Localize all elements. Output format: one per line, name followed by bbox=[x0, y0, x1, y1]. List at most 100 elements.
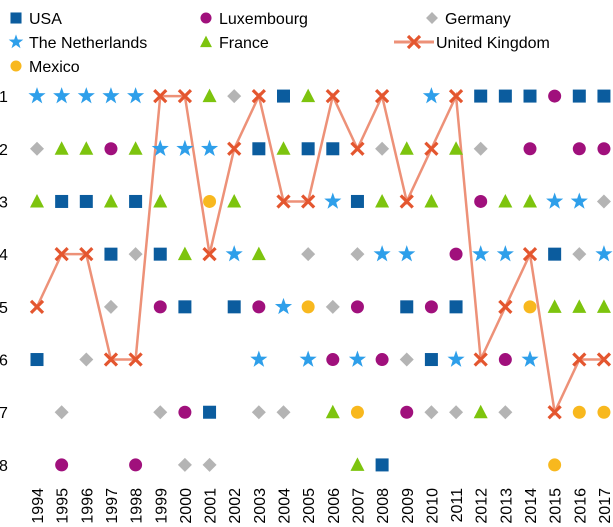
marker-square bbox=[104, 247, 118, 261]
x-tick-label: 1999 bbox=[153, 488, 170, 524]
marker-circle bbox=[572, 142, 586, 156]
legend-marker bbox=[8, 34, 24, 49]
x-tick-label: 2013 bbox=[498, 488, 515, 524]
marker-triangle bbox=[350, 457, 365, 471]
marker-diamond bbox=[30, 141, 44, 156]
x-tick-label: 2009 bbox=[400, 488, 417, 524]
marker-star bbox=[373, 245, 391, 262]
y-tick-label: 7 bbox=[0, 405, 8, 422]
marker-circle bbox=[597, 142, 611, 156]
legend-marker bbox=[200, 12, 212, 24]
marker-star bbox=[348, 350, 367, 367]
marker-triangle bbox=[301, 88, 316, 103]
marker-x bbox=[399, 194, 414, 209]
marker-star bbox=[28, 87, 46, 104]
marker-star bbox=[496, 245, 514, 262]
x-tick-label: 2011 bbox=[449, 488, 466, 523]
marker-star bbox=[127, 87, 145, 104]
marker-x bbox=[251, 88, 266, 104]
marker-square bbox=[474, 89, 488, 103]
marker-circle bbox=[523, 142, 537, 156]
marker-square bbox=[523, 89, 537, 103]
marker-square bbox=[301, 142, 315, 156]
legend-label: Mexico bbox=[29, 59, 80, 76]
marker-circle bbox=[350, 300, 364, 314]
marker-x bbox=[547, 405, 562, 420]
marker-diamond bbox=[473, 141, 488, 156]
x-tick-label: 2004 bbox=[277, 488, 294, 524]
legend-marker bbox=[200, 35, 212, 48]
x-tick-label: 2003 bbox=[252, 488, 269, 524]
marker-x bbox=[202, 247, 217, 262]
marker-triangle bbox=[276, 141, 291, 155]
marker-square bbox=[375, 458, 389, 472]
marker-star bbox=[102, 87, 120, 104]
marker-diamond bbox=[301, 247, 316, 262]
marker-triangle bbox=[54, 141, 69, 155]
marker-diamond bbox=[177, 457, 192, 472]
x-tick-label: 1998 bbox=[129, 488, 146, 524]
marker-circle bbox=[350, 405, 364, 419]
marker-star bbox=[595, 245, 613, 262]
marker-circle bbox=[129, 458, 143, 472]
marker-x bbox=[374, 88, 390, 104]
y-tick-label: 3 bbox=[0, 194, 8, 211]
marker-square bbox=[400, 300, 414, 314]
marker-square bbox=[227, 300, 241, 314]
marker-circle bbox=[375, 353, 389, 367]
legend-label: France bbox=[219, 35, 269, 52]
marker-star bbox=[324, 192, 342, 209]
x-tick-label: 2016 bbox=[572, 488, 589, 524]
y-tick-label: 8 bbox=[0, 458, 8, 475]
marker-square bbox=[572, 89, 586, 103]
y-tick-label: 2 bbox=[0, 142, 8, 159]
marker-diamond bbox=[251, 405, 266, 420]
x-tick-label: 2014 bbox=[523, 488, 540, 524]
rank-line bbox=[35, 91, 604, 417]
marker-star bbox=[250, 350, 268, 367]
x-tick-label: 2000 bbox=[178, 488, 195, 524]
marker-diamond bbox=[79, 352, 94, 367]
legend-label: USA bbox=[29, 11, 62, 28]
marker-diamond bbox=[276, 405, 291, 420]
marker-triangle bbox=[177, 246, 192, 261]
marker-circle bbox=[153, 300, 167, 314]
legend-label: The Netherlands bbox=[29, 35, 147, 52]
marker-square bbox=[30, 353, 44, 367]
marker-x bbox=[424, 141, 439, 156]
legend-marker bbox=[406, 34, 422, 50]
marker-x bbox=[473, 352, 488, 367]
marker-triangle bbox=[424, 193, 439, 208]
marker-square bbox=[449, 300, 463, 314]
marker-square bbox=[326, 142, 340, 156]
x-tick-label: 2001 bbox=[203, 488, 220, 524]
marker-star bbox=[274, 297, 293, 315]
legend-label: United Kingdom bbox=[436, 35, 550, 52]
marker-star bbox=[472, 245, 490, 262]
x-tick-label: 2005 bbox=[301, 488, 318, 524]
marker-diamond bbox=[128, 247, 143, 262]
x-tick-label: 1997 bbox=[104, 488, 121, 524]
marker-triangle bbox=[547, 299, 562, 313]
marker-diamond bbox=[153, 405, 168, 420]
marker-diamond bbox=[399, 352, 414, 367]
legend-label: Luxembourg bbox=[219, 11, 308, 28]
marker-x bbox=[350, 141, 365, 156]
x-tick-label: 1995 bbox=[55, 488, 72, 524]
marker-x bbox=[153, 88, 168, 104]
marker-star bbox=[546, 192, 564, 209]
marker-star bbox=[53, 87, 71, 104]
y-tick-label: 5 bbox=[0, 300, 8, 317]
marker-x bbox=[29, 299, 45, 314]
y-tick-label: 1 bbox=[0, 89, 8, 106]
marker-star bbox=[77, 87, 95, 104]
marker-triangle bbox=[523, 193, 537, 208]
marker-circle bbox=[55, 458, 69, 472]
marker-x bbox=[276, 194, 291, 209]
marker-square bbox=[498, 89, 512, 103]
marker-x bbox=[103, 352, 119, 367]
legend-label: Germany bbox=[445, 11, 511, 28]
marker-square bbox=[424, 353, 438, 367]
marker-circle bbox=[548, 89, 562, 103]
